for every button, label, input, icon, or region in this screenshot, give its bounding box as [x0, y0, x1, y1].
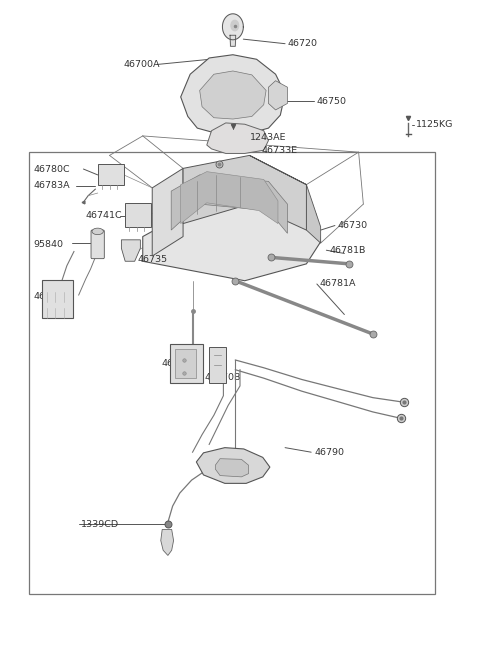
Text: 46720: 46720 — [288, 39, 317, 48]
Text: 1339CD: 1339CD — [81, 520, 119, 529]
Polygon shape — [268, 81, 288, 110]
Polygon shape — [152, 168, 183, 256]
Circle shape — [231, 20, 239, 31]
FancyBboxPatch shape — [91, 230, 104, 259]
Text: 46781B: 46781B — [329, 246, 366, 255]
Polygon shape — [180, 172, 278, 223]
Polygon shape — [143, 199, 321, 281]
Polygon shape — [216, 458, 249, 477]
Text: 46735: 46735 — [138, 255, 168, 265]
FancyBboxPatch shape — [209, 347, 226, 383]
Text: 46760C: 46760C — [259, 181, 296, 191]
Text: 46781A: 46781A — [320, 280, 356, 288]
Text: 46780C: 46780C — [34, 164, 70, 174]
Text: 46741C: 46741C — [86, 212, 122, 220]
Polygon shape — [121, 240, 140, 261]
Polygon shape — [180, 55, 285, 134]
Text: 1125KG: 1125KG — [416, 121, 453, 130]
Text: 46700A: 46700A — [124, 60, 160, 69]
Polygon shape — [222, 14, 243, 40]
FancyBboxPatch shape — [125, 204, 151, 227]
Polygon shape — [171, 175, 288, 233]
Text: 95840: 95840 — [34, 240, 64, 249]
Text: 46733E: 46733E — [261, 146, 298, 155]
Ellipse shape — [92, 228, 103, 234]
Text: 46790: 46790 — [314, 448, 345, 457]
Text: 1243AE: 1243AE — [250, 134, 286, 142]
Polygon shape — [196, 447, 270, 483]
FancyBboxPatch shape — [42, 280, 73, 318]
Polygon shape — [161, 529, 174, 555]
Text: 46783A: 46783A — [34, 181, 70, 191]
FancyBboxPatch shape — [97, 164, 124, 185]
FancyBboxPatch shape — [170, 344, 203, 383]
FancyBboxPatch shape — [175, 349, 196, 378]
Text: 46710A: 46710A — [162, 360, 198, 368]
Polygon shape — [200, 71, 266, 119]
Text: 46784A: 46784A — [34, 292, 70, 301]
Text: 46730: 46730 — [338, 221, 368, 230]
Bar — [29, 152, 434, 594]
Polygon shape — [250, 155, 321, 243]
Polygon shape — [230, 35, 236, 47]
Text: 46770B: 46770B — [204, 373, 241, 382]
Polygon shape — [183, 155, 306, 230]
Text: 46750: 46750 — [317, 97, 347, 106]
Polygon shape — [207, 123, 268, 153]
